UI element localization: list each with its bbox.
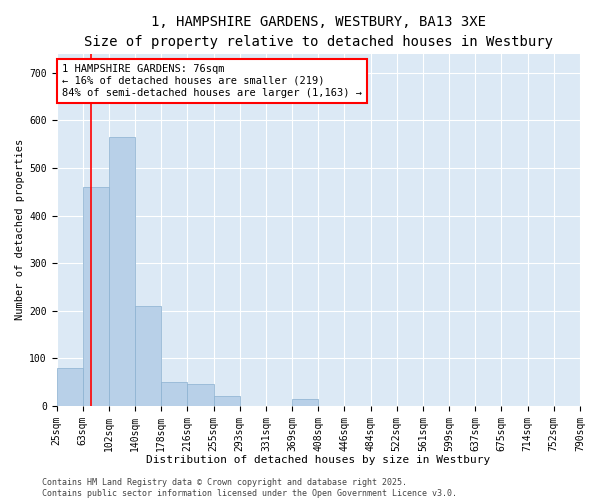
Bar (135, 306, 161, 406)
Bar (292, 398, 318, 406)
Y-axis label: Number of detached properties: Number of detached properties (15, 139, 25, 320)
Bar (83, 187, 109, 406)
Bar (214, 396, 240, 406)
Bar (109, 137, 135, 406)
Bar (56, 368, 83, 406)
X-axis label: Distribution of detached houses by size in Westbury: Distribution of detached houses by size … (146, 455, 490, 465)
Bar (161, 382, 187, 406)
Bar (187, 384, 214, 406)
Title: 1, HAMPSHIRE GARDENS, WESTBURY, BA13 3XE
Size of property relative to detached h: 1, HAMPSHIRE GARDENS, WESTBURY, BA13 3XE… (84, 15, 553, 48)
Text: Contains HM Land Registry data © Crown copyright and database right 2025.
Contai: Contains HM Land Registry data © Crown c… (42, 478, 457, 498)
Text: 1 HAMPSHIRE GARDENS: 76sqm
← 16% of detached houses are smaller (219)
84% of sem: 1 HAMPSHIRE GARDENS: 76sqm ← 16% of deta… (62, 64, 362, 98)
